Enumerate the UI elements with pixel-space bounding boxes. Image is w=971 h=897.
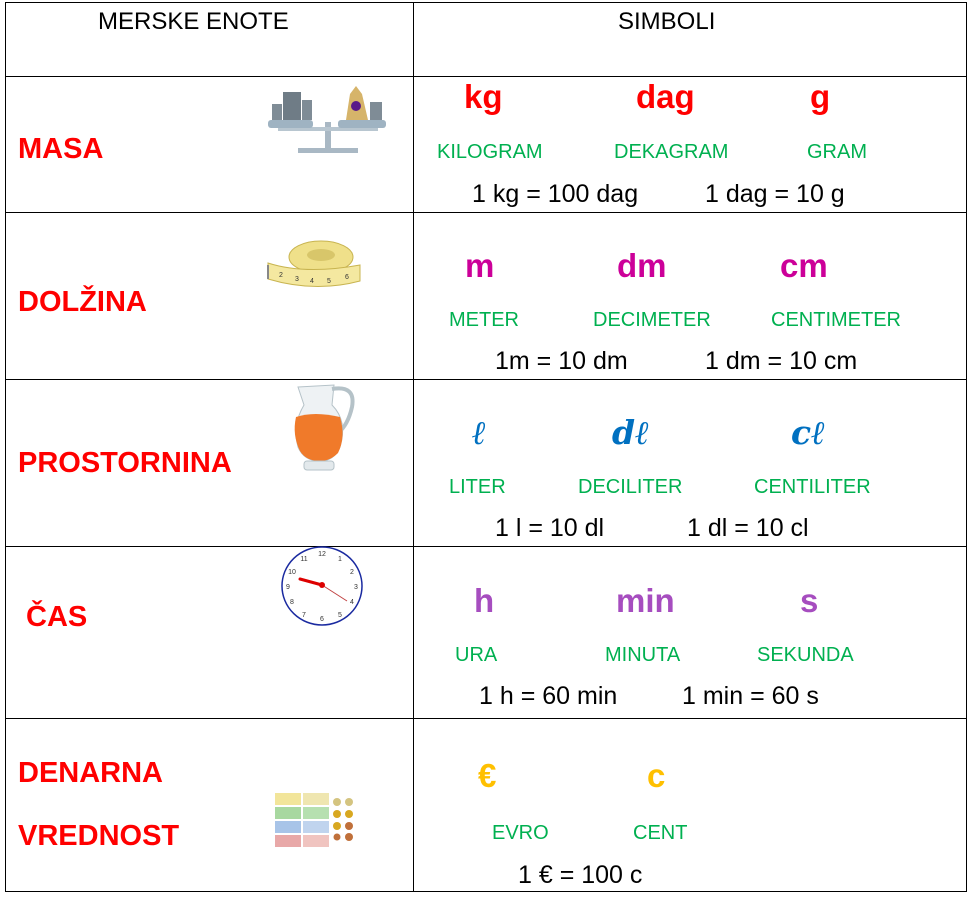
svg-text:6: 6: [320, 616, 324, 623]
symbol-hour: h: [474, 582, 495, 619]
conversion-equation: 1 dl = 10 cl: [687, 514, 809, 542]
category-label: DOLŽINA: [18, 286, 147, 318]
svg-text:2: 2: [279, 272, 283, 279]
unit-name: CENTIMETER: [771, 309, 901, 331]
symbol-liter: ℓ: [472, 413, 487, 452]
header-symbols: SIMBOLI: [618, 8, 716, 35]
symbol-minute: min: [616, 582, 675, 619]
conversion-equation: 1 h = 60 min: [479, 682, 618, 710]
measuring-tape-icon: 2 3 4 5 6: [267, 240, 361, 287]
conversion-equation: 1 kg = 100 dag: [472, 180, 639, 208]
row-divider: [6, 546, 966, 547]
unit-name: CENTILITER: [754, 476, 871, 498]
svg-text:6: 6: [345, 274, 349, 281]
svg-text:10: 10: [288, 569, 296, 576]
row-divider: [6, 379, 966, 380]
category-label: PROSTORNINA: [18, 447, 232, 479]
svg-text:3: 3: [354, 584, 358, 591]
conversion-equation: 1 l = 10 dl: [495, 514, 605, 542]
svg-text:2: 2: [350, 569, 354, 576]
jug-icon: [294, 384, 355, 471]
svg-text:5: 5: [327, 278, 331, 285]
svg-text:7: 7: [302, 612, 306, 619]
svg-text:9: 9: [286, 584, 290, 591]
row-divider: [6, 76, 966, 77]
category-label-line1: DENARNA: [18, 757, 163, 789]
unit-name: DEKAGRAM: [614, 141, 729, 163]
row-divider: [6, 212, 966, 213]
balance-scale-icon: [268, 86, 386, 153]
unit-name: SEKUNDA: [757, 644, 854, 666]
symbol-cent: c: [647, 757, 666, 794]
conversion-equation: 1 min = 60 s: [682, 682, 819, 710]
symbol-cm: cm: [780, 247, 828, 284]
conversion-equation: 1 € = 100 c: [518, 861, 643, 889]
symbol-deciliter: dℓ: [612, 413, 650, 452]
unit-name: LITER: [449, 476, 506, 498]
unit-name: GRAM: [807, 141, 867, 163]
symbol-m: m: [465, 247, 495, 284]
symbol-centiliter: cℓ: [791, 413, 826, 452]
symbol-dm: dm: [617, 247, 667, 284]
unit-name: CENT: [633, 822, 688, 844]
svg-text:1: 1: [338, 556, 342, 563]
row-divider: [6, 718, 966, 719]
category-label: ČAS: [26, 601, 88, 633]
symbol-euro: €: [478, 757, 497, 794]
conversion-equation: 1m = 10 dm: [495, 347, 628, 375]
column-divider: [413, 3, 414, 891]
unit-name: URA: [455, 644, 498, 666]
unit-name: EVRO: [492, 822, 549, 844]
unit-name: DECILITER: [578, 476, 683, 498]
euro-money-icon: [275, 793, 353, 847]
units-table: [5, 2, 967, 892]
unit-name: METER: [449, 309, 519, 331]
category-label: MASA: [18, 133, 104, 165]
svg-text:12: 12: [318, 551, 326, 558]
symbol-kg: kg: [464, 78, 503, 115]
conversion-equation: 1 dm = 10 cm: [705, 347, 858, 375]
header-units: MERSKE ENOTE: [98, 8, 289, 35]
svg-text:4: 4: [350, 599, 354, 606]
symbol-g: g: [810, 78, 831, 115]
symbol-dag: dag: [636, 78, 695, 115]
unit-name: MINUTA: [605, 644, 681, 666]
svg-text:4: 4: [310, 278, 314, 285]
conversion-equation: 1 dag = 10 g: [705, 180, 845, 208]
unit-name: DECIMETER: [593, 309, 711, 331]
svg-text:5: 5: [338, 612, 342, 619]
unit-name: KILOGRAM: [437, 141, 543, 163]
category-label-line2: VREDNOST: [18, 820, 180, 852]
svg-text:8: 8: [290, 599, 294, 606]
symbol-second: s: [800, 582, 819, 619]
svg-text:11: 11: [300, 556, 307, 563]
svg-text:3: 3: [295, 276, 299, 283]
